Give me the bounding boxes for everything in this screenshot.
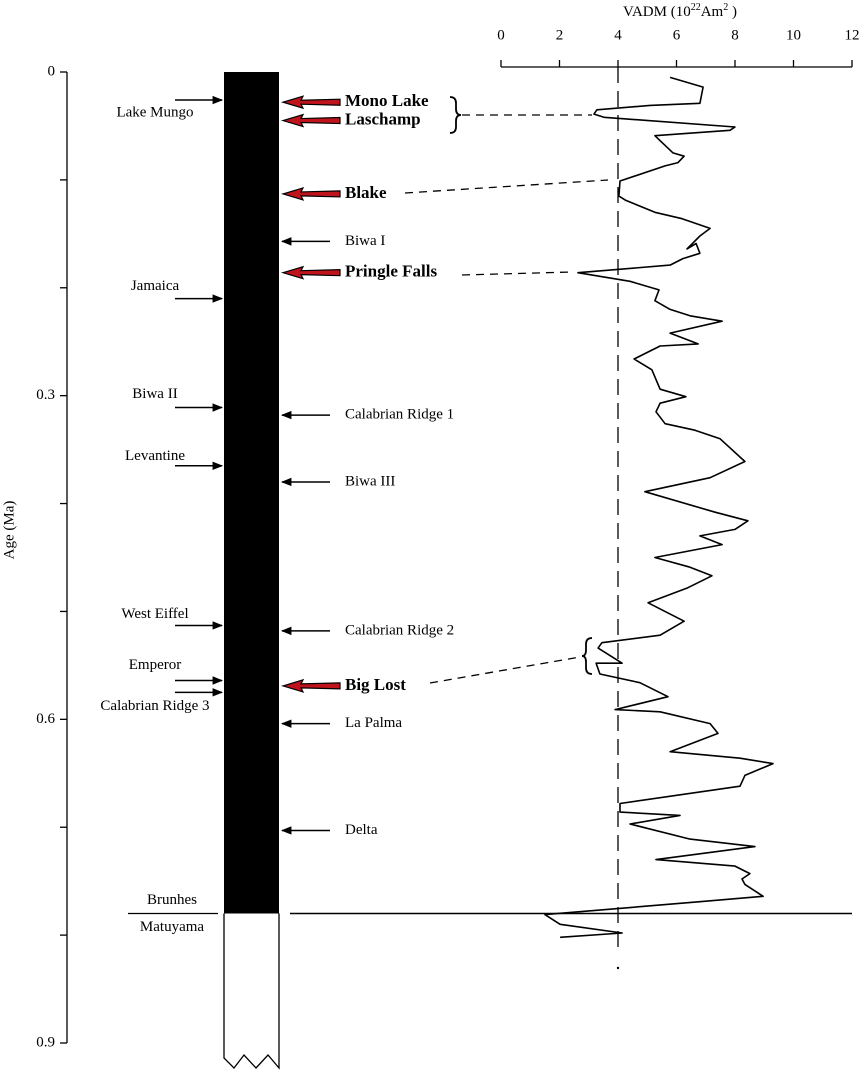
x-tick-label: 8 <box>731 27 739 43</box>
excursion-label: Jamaica <box>131 278 180 294</box>
connector <box>429 656 581 684</box>
boundary-lower: Matuyama <box>140 919 204 935</box>
excursion-red-arrow <box>280 186 341 201</box>
connectors <box>404 114 609 684</box>
excursion-label: Laschamp <box>345 109 421 128</box>
x-title-part: VADM (10 <box>623 4 691 20</box>
excursion-label: Emperor <box>129 657 181 673</box>
connector <box>404 179 609 194</box>
x-tick-label: 10 <box>786 27 801 43</box>
x-title-sup: 2 <box>723 2 728 13</box>
excursion-label: Pringle Falls <box>345 262 437 281</box>
x-tick-label: 12 <box>845 27 860 43</box>
excursion-label: Biwa II <box>132 386 177 402</box>
excursion-label: Levantine <box>125 448 185 464</box>
y-tick-label: 0.9 <box>36 1034 55 1050</box>
y-tick-label: 0.6 <box>36 711 55 727</box>
excursion-red-arrow <box>280 113 341 128</box>
vadm-curve <box>544 76 774 939</box>
x-tick-label: 6 <box>673 27 681 43</box>
connector <box>461 271 573 276</box>
bracket <box>449 96 462 134</box>
matuyama-column <box>223 913 280 1070</box>
threshold-dot <box>616 966 620 970</box>
excursion-label: West Eiffel <box>121 606 188 622</box>
boundary-upper: Brunhes <box>147 892 197 908</box>
excursion-red-arrow <box>280 265 341 280</box>
excursion-label: Biwa I <box>345 233 385 249</box>
x-tick-label: 0 <box>497 27 505 43</box>
brunhes-column <box>224 72 279 914</box>
bracket <box>581 637 593 675</box>
excursion-label: Big Lost <box>345 675 406 694</box>
x-title-part: Am <box>701 4 724 20</box>
excursion-label: La Palma <box>345 715 402 731</box>
excursion-label: Lake Mungo <box>116 104 193 120</box>
x-tick-label: 2 <box>556 27 564 43</box>
excursion-label: Calabrian Ridge 3 <box>100 698 209 714</box>
excursion-label: Blake <box>345 183 387 202</box>
excursion-red-arrow <box>280 678 341 693</box>
excursion-label: Mono Lake <box>345 91 429 110</box>
x-tick-label: 4 <box>614 27 622 43</box>
x-title-sup: 22 <box>691 2 701 13</box>
y-tick-label: 0.3 <box>36 387 55 403</box>
x-axis-title: VADM (1022Am2 ) <box>623 2 737 20</box>
excursion-red-arrow <box>280 95 341 110</box>
excursion-label: Calabrian Ridge 1 <box>345 407 454 423</box>
excursion-label: Biwa III <box>345 473 395 489</box>
excursion-label: Calabrian Ridge 2 <box>345 622 454 638</box>
x-title-part: ) <box>728 4 737 20</box>
y-tick-label: 0 <box>48 63 56 79</box>
y-axis-title: Age (Ma) <box>1 501 17 560</box>
excursion-label: Delta <box>345 822 378 838</box>
